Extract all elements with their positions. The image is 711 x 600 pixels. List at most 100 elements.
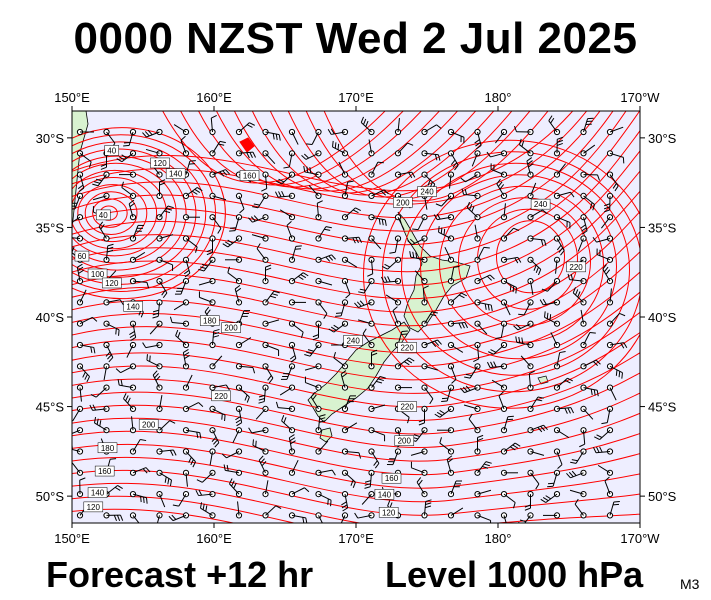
wind-barb	[473, 341, 481, 363]
wind-barb	[76, 171, 85, 193]
wind-barb	[182, 427, 202, 439]
wind-barb	[94, 416, 110, 434]
wind-barb	[180, 135, 190, 157]
contour-label: 40	[99, 211, 108, 220]
wind-barb	[304, 376, 322, 391]
contour-label-box	[87, 268, 108, 280]
contour-line	[72, 170, 640, 300]
wind-barb	[156, 205, 174, 221]
wind-barb	[601, 405, 614, 425]
wind-barb	[548, 115, 561, 136]
wind-barb	[526, 157, 534, 178]
wind-barb	[421, 150, 441, 161]
wind-barb	[367, 256, 375, 277]
wind-barb	[256, 243, 269, 263]
contour-line	[401, 162, 630, 376]
wind-barb	[447, 171, 455, 189]
lat-label-right: 45°S	[648, 400, 677, 415]
wind-barb	[182, 235, 198, 253]
wind-barb	[421, 124, 442, 136]
wind-barb	[156, 448, 177, 456]
wind-barb	[394, 384, 412, 391]
contour-line	[72, 352, 640, 422]
contour-line	[72, 430, 640, 476]
wind-barb	[288, 128, 299, 145]
wind-barb	[527, 448, 545, 456]
contour-line	[363, 139, 640, 409]
lon-label-bottom: 160°E	[196, 531, 232, 546]
wind-barb	[103, 320, 120, 336]
wind-barb	[412, 214, 428, 231]
wind-barb	[168, 512, 190, 522]
wind-barb	[435, 192, 455, 207]
wind-barb	[227, 266, 243, 285]
wind-barb	[341, 235, 363, 244]
lat-label-left: 50°S	[36, 489, 65, 504]
contour-label: 120	[87, 503, 101, 512]
contour-label-box	[138, 419, 159, 430]
wind-barb	[577, 235, 587, 252]
contour-label-box	[97, 442, 118, 454]
contour-label: 140	[378, 490, 392, 499]
wind-barb	[315, 491, 332, 507]
wind-barb	[156, 469, 172, 487]
contour-label: 180	[101, 444, 115, 453]
wind-barb	[574, 498, 587, 519]
wind-barb	[488, 341, 508, 355]
wind-barb	[72, 427, 84, 434]
wind-barb	[169, 316, 190, 327]
wind-barb	[209, 405, 226, 422]
wind-barb	[262, 505, 282, 519]
contour-line	[439, 185, 604, 343]
wind-barb	[89, 404, 110, 412]
wind-barb	[279, 209, 296, 221]
contour-line	[72, 129, 640, 273]
wind-barb	[123, 393, 137, 412]
wind-barb	[368, 448, 380, 469]
wind-barb	[182, 469, 190, 487]
wind-barb	[580, 405, 594, 420]
wind-barb	[447, 363, 457, 384]
lat-label-right: 30°S	[648, 131, 677, 146]
wind-barb	[500, 278, 517, 294]
wind-barb	[274, 190, 296, 199]
wind-barb	[209, 192, 227, 201]
wind-barb	[235, 363, 256, 374]
wind-barb	[72, 405, 84, 422]
wind-barb	[156, 491, 166, 508]
wind-barb	[368, 375, 386, 391]
wind-barb	[252, 439, 269, 455]
wind-barb	[142, 341, 163, 349]
wind-barb	[368, 214, 387, 226]
australia-coast	[72, 111, 89, 231]
wind-barb	[340, 370, 349, 391]
wind-barb	[541, 278, 561, 292]
lon-label-bottom: 170°E	[338, 531, 374, 546]
wind-barb	[225, 256, 243, 263]
wind-barb	[580, 171, 600, 181]
wind-barb	[354, 299, 375, 308]
wind-barb	[261, 171, 269, 192]
contour-line	[92, 198, 128, 228]
wind-barb	[572, 287, 587, 306]
contour-label-box	[393, 197, 413, 208]
wind-barb	[527, 235, 547, 246]
contour-label-box	[211, 390, 231, 402]
forecast-label: Forecast +12 hr	[46, 554, 314, 595]
contour-label-box	[343, 335, 363, 346]
wind-barb	[500, 442, 521, 455]
wind-barb	[518, 138, 534, 157]
wind-barb	[382, 256, 402, 270]
wind-barb	[580, 214, 588, 235]
wind-barb	[251, 234, 269, 242]
wind-barb	[596, 248, 614, 263]
wind-barb	[500, 299, 511, 316]
wind-barb	[252, 192, 269, 209]
contour-line	[72, 392, 640, 449]
wind-barb	[498, 391, 508, 412]
wind-barb	[262, 480, 269, 498]
wind-barb	[364, 469, 375, 489]
lon-label-bottom: 170°W	[620, 531, 660, 546]
contour-label-box	[165, 168, 186, 179]
wind-barb	[553, 191, 575, 199]
